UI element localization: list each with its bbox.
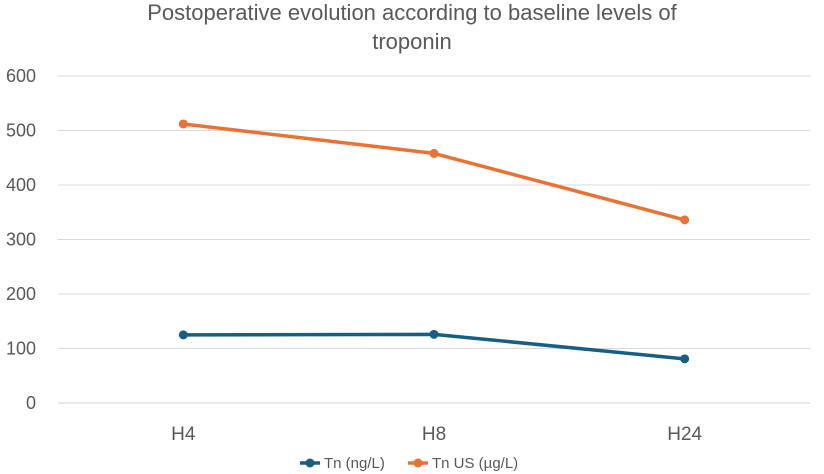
legend-label: Tn US (µg/L): [432, 455, 518, 472]
chart-title-line-1: Postoperative evolution according to bas…: [147, 0, 677, 25]
series-lines: [178, 119, 690, 364]
legend: Tn (ng/L) Tn US (µg/L): [300, 455, 518, 472]
y-tick-label: 500: [6, 121, 36, 141]
data-point: [429, 329, 439, 339]
x-tick-label: H24: [667, 424, 702, 445]
data-point: [429, 148, 439, 158]
legend-marker: [305, 458, 315, 468]
gridlines: [58, 75, 810, 404]
y-tick-label: 200: [6, 284, 36, 304]
chart-title-line-2: troponin: [372, 29, 452, 54]
data-point: [178, 119, 188, 129]
x-axis-ticks: H4 H8 H24: [171, 424, 702, 445]
x-tick-label: H8: [422, 424, 446, 445]
y-tick-label: 600: [6, 66, 36, 86]
legend-label: Tn (ng/L): [324, 455, 385, 472]
y-tick-label: 400: [6, 175, 36, 195]
y-tick-label: 300: [6, 230, 36, 250]
y-axis-ticks: 0 100 200 300 400 500 600: [6, 66, 36, 413]
y-tick-label: 100: [6, 339, 36, 359]
data-point: [680, 354, 690, 364]
data-point: [178, 330, 188, 340]
data-point: [680, 215, 690, 225]
legend-marker: [413, 458, 423, 468]
series-line: [181, 122, 687, 222]
y-tick-label: 0: [26, 393, 36, 413]
x-tick-label: H4: [171, 424, 196, 445]
